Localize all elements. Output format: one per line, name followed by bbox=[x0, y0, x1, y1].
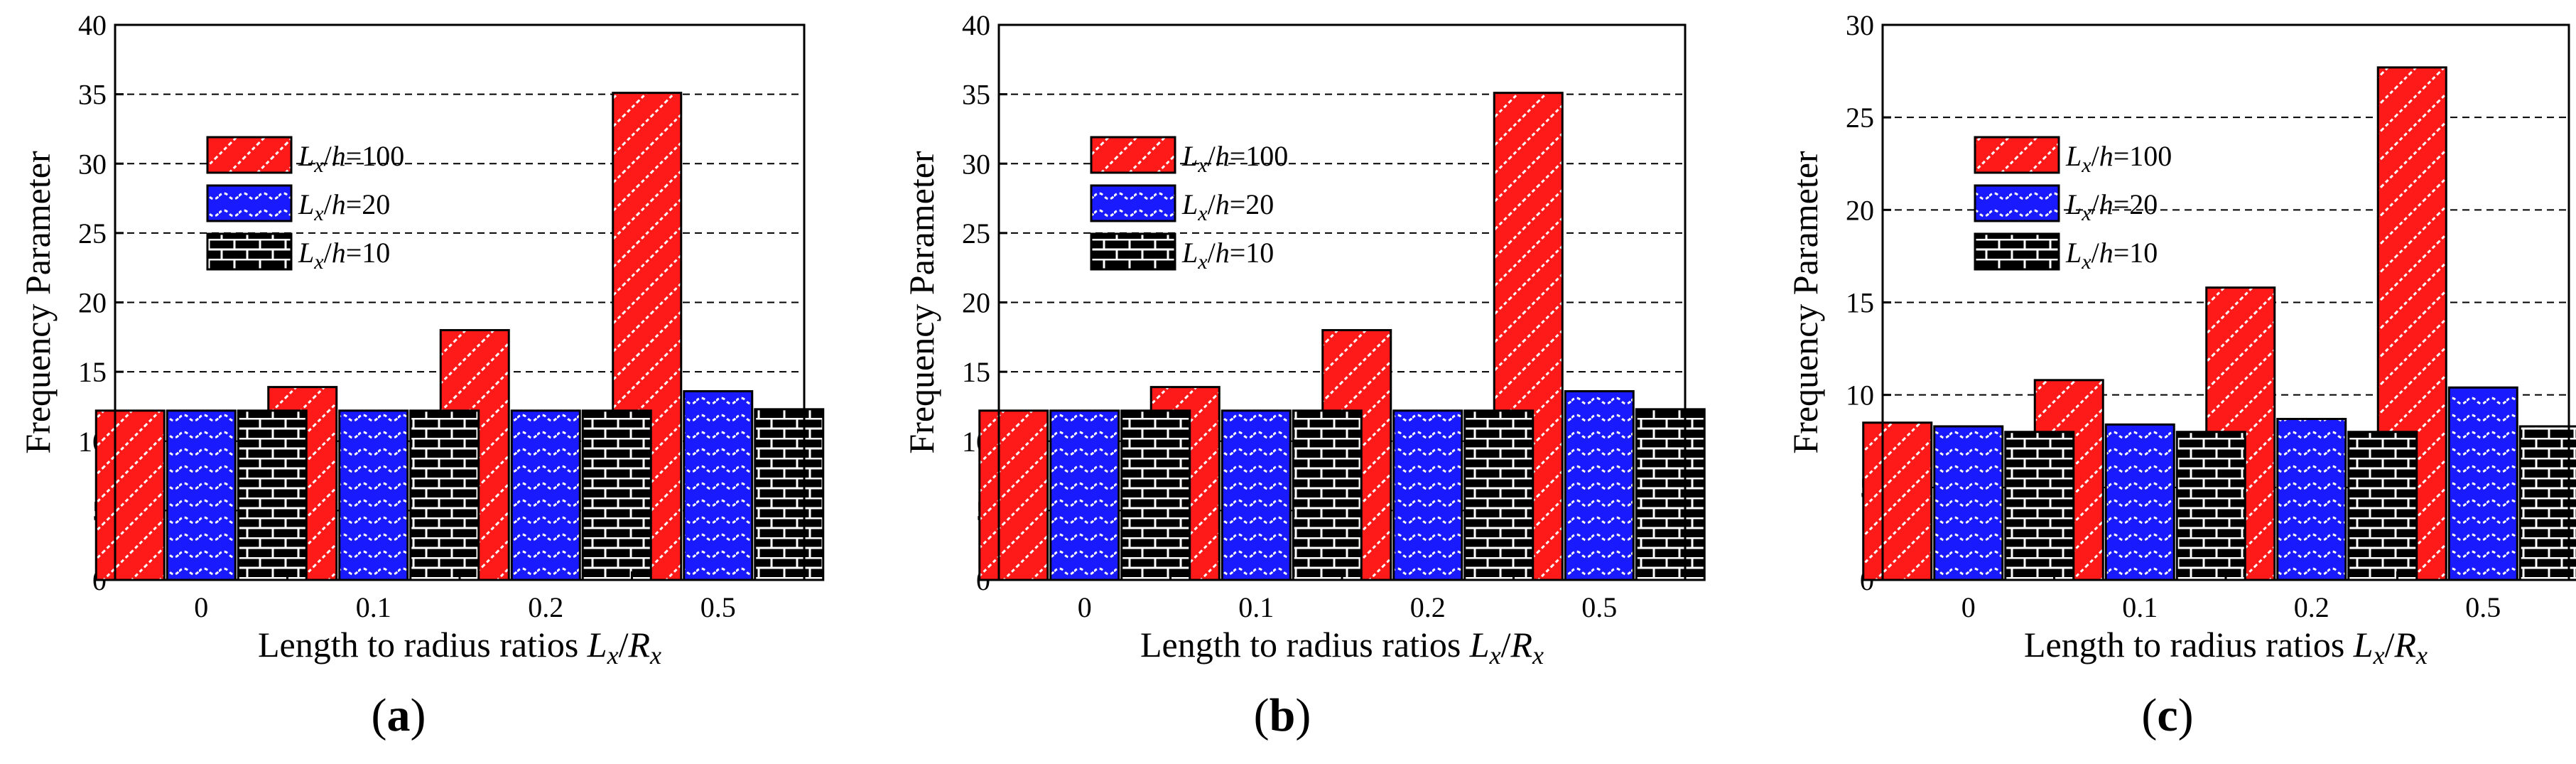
bar-wave-0.5 bbox=[2447, 386, 2518, 581]
legend-label: Lx/h=20 bbox=[298, 188, 390, 225]
y-axis-title: Frequency Parameter bbox=[1785, 151, 1825, 454]
y-tick-label: 30 bbox=[962, 148, 990, 180]
bar-brick-0 bbox=[237, 409, 308, 581]
plot-frame bbox=[1881, 23, 2570, 581]
bar-brick-0.1 bbox=[2175, 431, 2246, 581]
bar-wave-0 bbox=[166, 409, 237, 581]
y-tick-label: 35 bbox=[962, 79, 990, 111]
bar-diagonal-dots-0 bbox=[94, 409, 166, 581]
legend-swatch-wave bbox=[1090, 184, 1176, 222]
bar-wave-0 bbox=[1049, 409, 1120, 581]
y-tick-label: 30 bbox=[78, 148, 107, 180]
legend-label: Lx/h=100 bbox=[1181, 140, 1288, 177]
legend-label: Lx/h=100 bbox=[2065, 140, 2172, 177]
y-tick-label: 15 bbox=[1846, 287, 1874, 319]
legend-label: Lx/h=10 bbox=[1181, 237, 1274, 274]
bar-wave-0.2 bbox=[2276, 418, 2347, 581]
bar-brick-0.5 bbox=[2518, 425, 2576, 581]
x-tick-label: 0 bbox=[1961, 591, 1976, 623]
bar-wave-0.1 bbox=[2104, 423, 2175, 581]
y-axis-title: Frequency Parameter bbox=[18, 151, 58, 454]
x-tick-label: 0.1 bbox=[1238, 591, 1274, 623]
y-tick-label: 15 bbox=[78, 356, 107, 388]
x-tick-label: 0.5 bbox=[700, 591, 736, 623]
y-tick-label: 20 bbox=[78, 287, 107, 319]
bar-brick-0.2 bbox=[1463, 409, 1535, 581]
legend-swatch-brick bbox=[1090, 232, 1176, 271]
y-tick-label: 40 bbox=[962, 9, 990, 41]
x-tick-label: 0.2 bbox=[528, 591, 563, 623]
bar-brick-0.5 bbox=[1635, 408, 1706, 581]
x-tick-label: 0 bbox=[1078, 591, 1092, 623]
plot-frame bbox=[114, 23, 806, 581]
bar-brick-0.1 bbox=[1292, 409, 1363, 581]
bar-brick-0.2 bbox=[581, 409, 652, 581]
bar-brick-0 bbox=[1120, 409, 1191, 581]
y-axis-title: Frequency Parameter bbox=[902, 151, 941, 454]
bar-brick-0.1 bbox=[409, 409, 480, 581]
y-tick-label: 25 bbox=[78, 217, 107, 249]
bar-wave-0 bbox=[1933, 425, 2004, 581]
bar-diagonal-dots-0 bbox=[1862, 421, 1933, 581]
y-tick-label: 20 bbox=[1846, 194, 1874, 226]
bar-diagonal-dots-0 bbox=[978, 409, 1049, 581]
bar-wave-0.5 bbox=[683, 389, 754, 581]
x-tick-label: 0.1 bbox=[356, 591, 391, 623]
bar-wave-0.2 bbox=[1392, 409, 1463, 581]
bar-wave-0.1 bbox=[338, 409, 409, 581]
x-axis-title: Length to radius ratios Lx/Rx bbox=[1140, 625, 1544, 669]
y-tick-label: 35 bbox=[78, 79, 107, 111]
x-tick-label: 0.1 bbox=[2122, 591, 2158, 623]
legend-label: Lx/h=20 bbox=[2065, 188, 2158, 225]
legend-swatch-diagonal-dots bbox=[206, 136, 293, 174]
x-axis-title: Length to radius ratios Lx/Rx bbox=[258, 625, 661, 669]
bar-brick-0.5 bbox=[754, 408, 825, 581]
bar-brick-0.2 bbox=[2347, 431, 2418, 581]
legend-swatch-wave bbox=[206, 184, 293, 222]
legend-label: Lx/h=10 bbox=[298, 237, 390, 274]
plot-frame bbox=[997, 23, 1687, 581]
x-tick-label: 0.5 bbox=[2465, 591, 2501, 623]
y-tick-label: 30 bbox=[1846, 9, 1874, 41]
bar-wave-0.1 bbox=[1221, 409, 1292, 581]
panel-label: (c) bbox=[2141, 689, 2193, 741]
y-tick-label: 40 bbox=[78, 9, 107, 41]
panel-label: (b) bbox=[1254, 689, 1311, 741]
legend-swatch-wave bbox=[1974, 184, 2060, 222]
panel-label: (a) bbox=[372, 689, 426, 741]
x-tick-label: 0.2 bbox=[1410, 591, 1446, 623]
bar-wave-0.5 bbox=[1564, 389, 1635, 581]
legend-swatch-brick bbox=[1974, 232, 2060, 271]
legend-swatch-diagonal-dots bbox=[1974, 136, 2060, 174]
y-tick-label: 25 bbox=[962, 217, 990, 249]
y-tick-label: 15 bbox=[962, 356, 990, 388]
bar-brick-0 bbox=[2004, 431, 2075, 581]
legend-label: Lx/h=20 bbox=[1181, 188, 1274, 225]
legend-swatch-brick bbox=[206, 232, 293, 271]
legend-label: Lx/h=10 bbox=[2065, 237, 2158, 274]
x-tick-label: 0 bbox=[194, 591, 208, 623]
x-axis-title: Length to radius ratios Lx/Rx bbox=[2024, 625, 2428, 669]
legend-swatch-diagonal-dots bbox=[1090, 136, 1176, 174]
legend-label: Lx/h=100 bbox=[298, 140, 404, 177]
y-tick-label: 20 bbox=[962, 287, 990, 319]
bar-wave-0.2 bbox=[510, 409, 581, 581]
x-tick-label: 0.2 bbox=[2294, 591, 2329, 623]
y-tick-label: 10 bbox=[1846, 380, 1874, 411]
x-tick-label: 0.5 bbox=[1581, 591, 1617, 623]
y-tick-label: 25 bbox=[1846, 102, 1874, 134]
